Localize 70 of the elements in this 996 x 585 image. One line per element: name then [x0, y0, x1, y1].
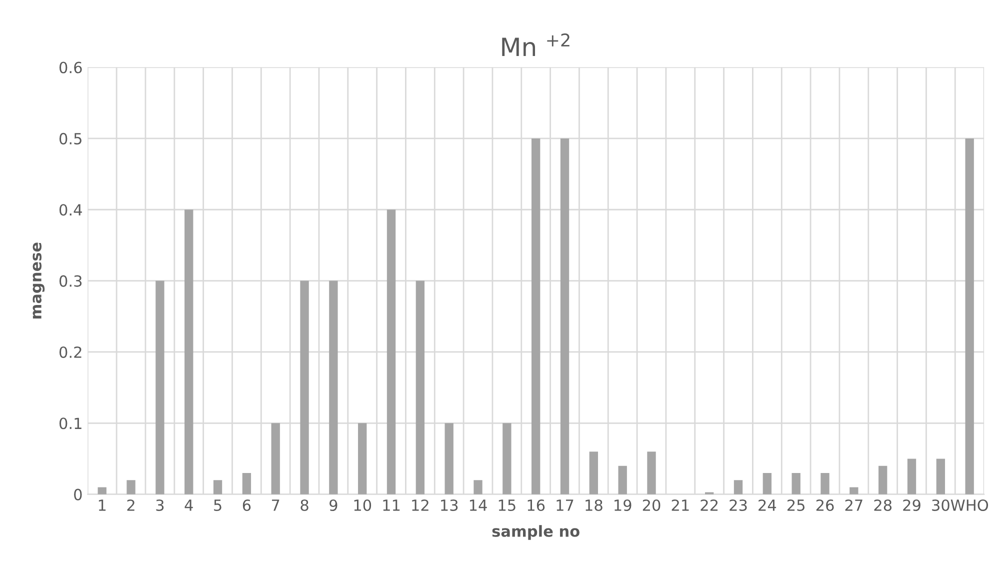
x-tick-label: 7	[272, 500, 280, 511]
bar	[242, 472, 252, 494]
x-tick-label: 25	[787, 499, 804, 512]
bar	[358, 423, 367, 494]
x-tick-label: 8	[300, 499, 308, 512]
x-tick-label: 27	[845, 499, 862, 511]
x-tick-label: 23	[730, 499, 747, 512]
bar	[386, 210, 396, 494]
x-tick-label: 2	[127, 499, 134, 511]
x-tick-label: 19	[614, 499, 632, 512]
x-tick-label: 6	[242, 499, 251, 512]
bar	[416, 280, 425, 494]
x-tick-label: 28	[874, 499, 892, 512]
bar	[329, 280, 338, 494]
y-axis-title: magnese	[32, 242, 45, 318]
bar	[965, 138, 974, 494]
x-tick-label: 3	[156, 499, 164, 512]
y-tick-label: 0.4	[60, 204, 82, 216]
x-tick-label: 15	[498, 500, 516, 512]
x-tick-label: 21	[672, 499, 689, 511]
y-tick-label: 0.3	[60, 275, 82, 287]
bar	[820, 472, 830, 494]
bar	[618, 466, 627, 494]
bar	[878, 466, 888, 494]
x-tick-label: WHO	[950, 499, 988, 512]
bar	[156, 280, 164, 494]
x-tick-label: 24	[758, 499, 776, 511]
bar	[532, 138, 540, 494]
x-tick-label: 22	[700, 499, 718, 511]
x-tick-label: 20	[642, 499, 660, 512]
bar	[560, 138, 570, 494]
x-tick-label: 14	[470, 500, 487, 511]
x-tick-label: 26	[816, 499, 834, 512]
x-tick-label: 12	[412, 499, 428, 511]
x-tick-label: 10	[354, 499, 372, 512]
y-tick-label: 0.1	[60, 418, 82, 430]
bar	[444, 423, 454, 494]
bar	[792, 472, 800, 494]
y-tick-label: 0.6	[60, 62, 82, 74]
bar	[300, 280, 309, 494]
bar	[936, 458, 946, 494]
y-tick-label: 0.2	[60, 346, 82, 358]
x-tick-label: 13	[441, 499, 458, 512]
x-tick-label: 5	[214, 500, 222, 512]
bar	[907, 458, 916, 494]
y-tick-label: 0	[74, 488, 82, 500]
bar	[647, 452, 656, 494]
bar	[474, 480, 482, 494]
x-tick-label: 9	[330, 499, 338, 512]
bar	[850, 487, 858, 494]
bar	[213, 480, 222, 494]
bar	[126, 480, 136, 494]
y-tick-label: 0.5	[60, 132, 82, 144]
bar	[98, 487, 106, 494]
x-tick-label: 18	[586, 499, 602, 512]
x-tick-label: 1	[98, 500, 106, 511]
chart-title: Mn $^{+2}$	[502, 33, 570, 56]
x-tick-label: 30	[932, 499, 950, 512]
x-tick-label: 29	[903, 499, 920, 512]
x-tick-label: 16	[528, 499, 545, 512]
bar	[589, 452, 598, 494]
x-tick-label: 11	[383, 500, 400, 511]
bar	[184, 210, 194, 494]
bar	[271, 423, 280, 494]
x-tick-label: 17	[556, 500, 574, 511]
bar	[734, 480, 743, 494]
x-axis-title: sample no	[492, 525, 580, 540]
x-tick-label: 4	[184, 500, 193, 511]
bar	[762, 472, 772, 494]
bar	[502, 423, 512, 494]
